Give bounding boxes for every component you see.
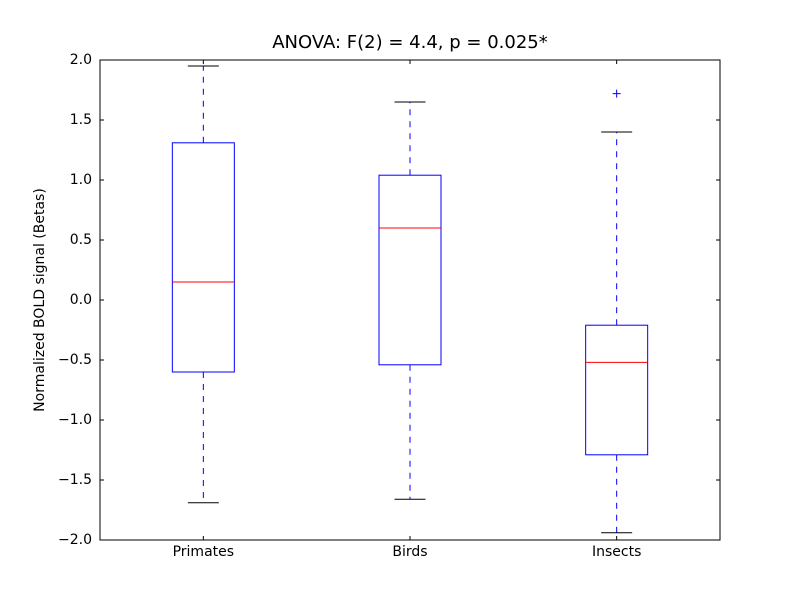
y-tick-label: 1.5	[70, 112, 92, 128]
x-tick-label: Insects	[592, 544, 641, 560]
y-tick-label: −0.5	[58, 352, 92, 368]
chart-title: ANOVA: F(2) = 4.4, p = 0.025*	[272, 32, 548, 53]
y-tick-label: 1.0	[70, 172, 92, 188]
y-tick-label: 2.0	[70, 52, 92, 68]
flier	[612, 89, 621, 98]
box	[585, 324, 649, 456]
y-tick-label: −1.0	[58, 412, 92, 428]
y-tick-label: −2.0	[58, 532, 92, 548]
y-tick-label: 0.5	[70, 232, 92, 248]
x-tick-label: Primates	[173, 544, 234, 560]
y-tick-label: −1.5	[58, 472, 92, 488]
box	[171, 142, 235, 373]
y-tick-label: 0.0	[70, 292, 92, 308]
x-tick-label: Birds	[392, 544, 427, 560]
box	[378, 174, 442, 366]
y-axis-label: Normalized BOLD signal (Betas)	[32, 188, 48, 412]
